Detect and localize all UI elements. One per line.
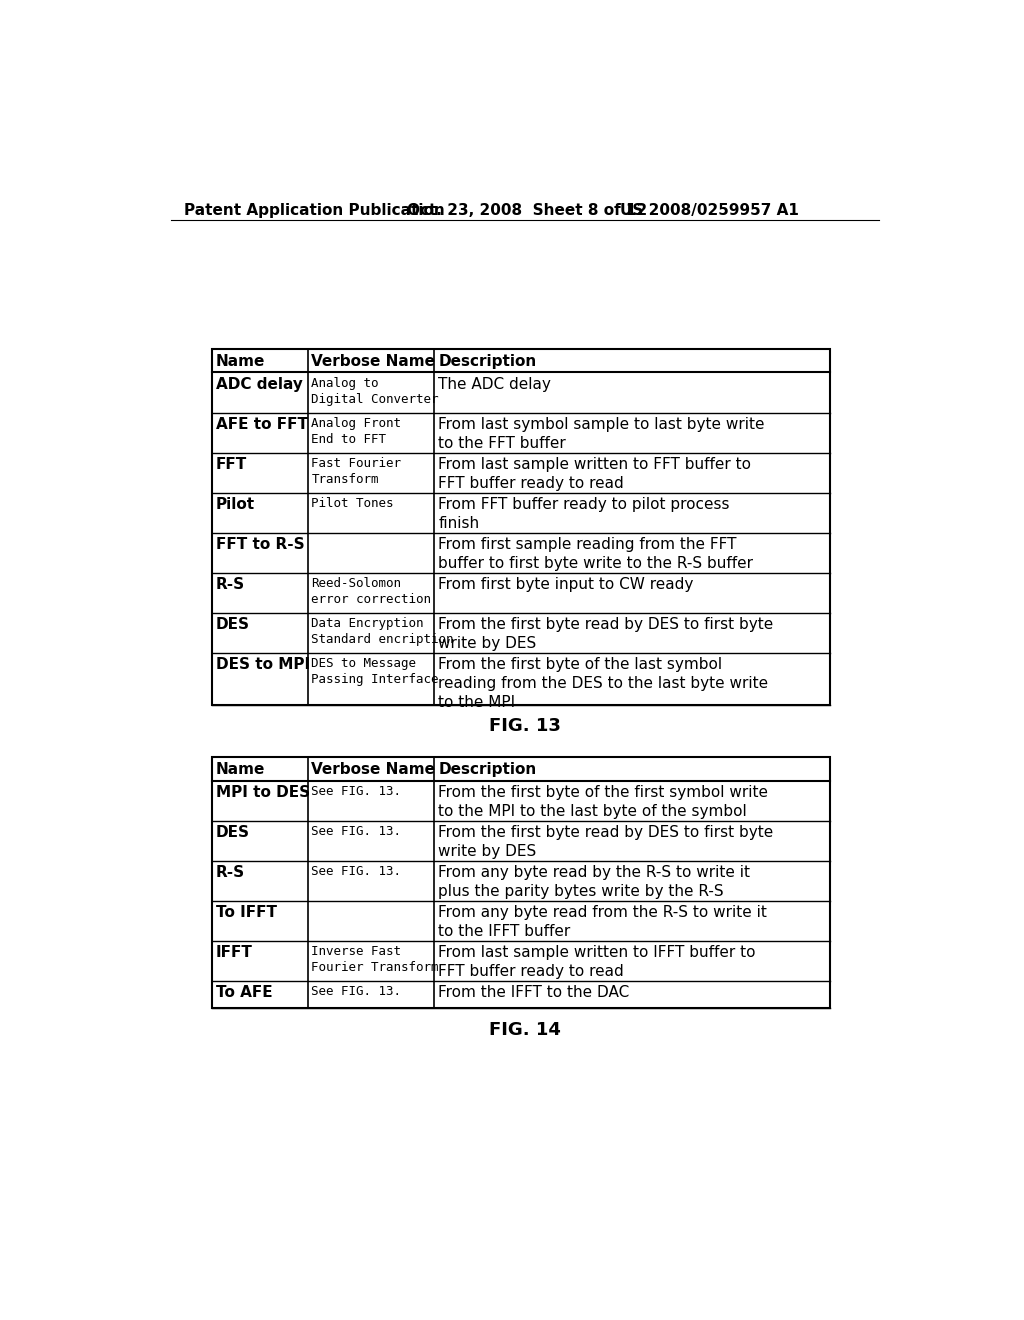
Text: FIG. 14: FIG. 14 [488, 1020, 561, 1039]
Text: Description: Description [438, 354, 537, 370]
Text: FFT: FFT [216, 457, 247, 473]
Text: Patent Application Publication: Patent Application Publication [183, 203, 444, 218]
Text: Inverse Fast
Fourier Transform: Inverse Fast Fourier Transform [311, 945, 439, 974]
Text: Verbose Name: Verbose Name [311, 354, 435, 370]
Text: Verbose Name: Verbose Name [311, 762, 435, 777]
Text: From the first byte read by DES to first byte
write by DES: From the first byte read by DES to first… [438, 825, 773, 859]
Text: Name: Name [216, 762, 265, 777]
Text: Pilot: Pilot [216, 498, 255, 512]
Text: From the first byte of the last symbol
reading from the DES to the last byte wri: From the first byte of the last symbol r… [438, 657, 768, 710]
Text: See FIG. 13.: See FIG. 13. [311, 866, 401, 878]
Text: From last sample written to IFFT buffer to
FFT buffer ready to read: From last sample written to IFFT buffer … [438, 945, 756, 979]
Text: Analog Front
End to FFT: Analog Front End to FFT [311, 417, 401, 446]
Text: See FIG. 13.: See FIG. 13. [311, 825, 401, 838]
Text: From first byte input to CW ready: From first byte input to CW ready [438, 577, 693, 593]
Text: R-S: R-S [216, 577, 245, 593]
Text: Description: Description [438, 762, 537, 777]
Bar [212, 350, 830, 705]
Text: R-S: R-S [216, 866, 245, 880]
Text: From the IFFT to the DAC: From the IFFT to the DAC [438, 985, 630, 1001]
Text: To AFE: To AFE [216, 985, 272, 1001]
Text: AFE to FFT: AFE to FFT [216, 417, 307, 432]
Text: Data Encryption
Standard encription: Data Encryption Standard encription [311, 618, 454, 647]
Text: See FIG. 13.: See FIG. 13. [311, 985, 401, 998]
Text: MPI to DES: MPI to DES [216, 785, 309, 800]
Bar [212, 758, 830, 1008]
Text: Pilot Tones: Pilot Tones [311, 498, 394, 511]
Text: From last symbol sample to last byte write
to the FFT buffer: From last symbol sample to last byte wri… [438, 417, 765, 450]
Text: US 2008/0259957 A1: US 2008/0259957 A1 [621, 203, 799, 218]
Text: DES to MPI: DES to MPI [216, 657, 309, 672]
Text: To IFFT: To IFFT [216, 906, 276, 920]
Text: From the first byte read by DES to first byte
write by DES: From the first byte read by DES to first… [438, 618, 773, 651]
Text: FFT to R-S: FFT to R-S [216, 537, 304, 552]
Text: DES: DES [216, 825, 250, 841]
Text: Name: Name [216, 354, 265, 370]
Text: From any byte read by the R-S to write it
plus the parity bytes write by the R-S: From any byte read by the R-S to write i… [438, 866, 751, 899]
Text: Oct. 23, 2008  Sheet 8 of 12: Oct. 23, 2008 Sheet 8 of 12 [407, 203, 647, 218]
Text: DES: DES [216, 618, 250, 632]
Text: FIG. 13: FIG. 13 [488, 718, 561, 735]
Text: Reed-Solomon
error correction: Reed-Solomon error correction [311, 577, 431, 606]
Text: DES to Message
Passing Interface: DES to Message Passing Interface [311, 657, 439, 686]
Text: From FFT buffer ready to pilot process
finish: From FFT buffer ready to pilot process f… [438, 498, 730, 531]
Text: From the first byte of the first symbol write
to the MPI to the last byte of the: From the first byte of the first symbol … [438, 785, 768, 818]
Text: Fast Fourier
Transform: Fast Fourier Transform [311, 457, 401, 486]
Text: IFFT: IFFT [216, 945, 253, 961]
Text: The ADC delay: The ADC delay [438, 378, 551, 392]
Text: From last sample written to FFT buffer to
FFT buffer ready to read: From last sample written to FFT buffer t… [438, 457, 752, 491]
Text: From first sample reading from the FFT
buffer to first byte write to the R-S buf: From first sample reading from the FFT b… [438, 537, 754, 570]
Text: From any byte read from the R-S to write it
to the IFFT buffer: From any byte read from the R-S to write… [438, 906, 767, 939]
Text: ADC delay: ADC delay [216, 378, 302, 392]
Text: See FIG. 13.: See FIG. 13. [311, 785, 401, 799]
Text: Analog to
Digital Converter: Analog to Digital Converter [311, 378, 439, 407]
